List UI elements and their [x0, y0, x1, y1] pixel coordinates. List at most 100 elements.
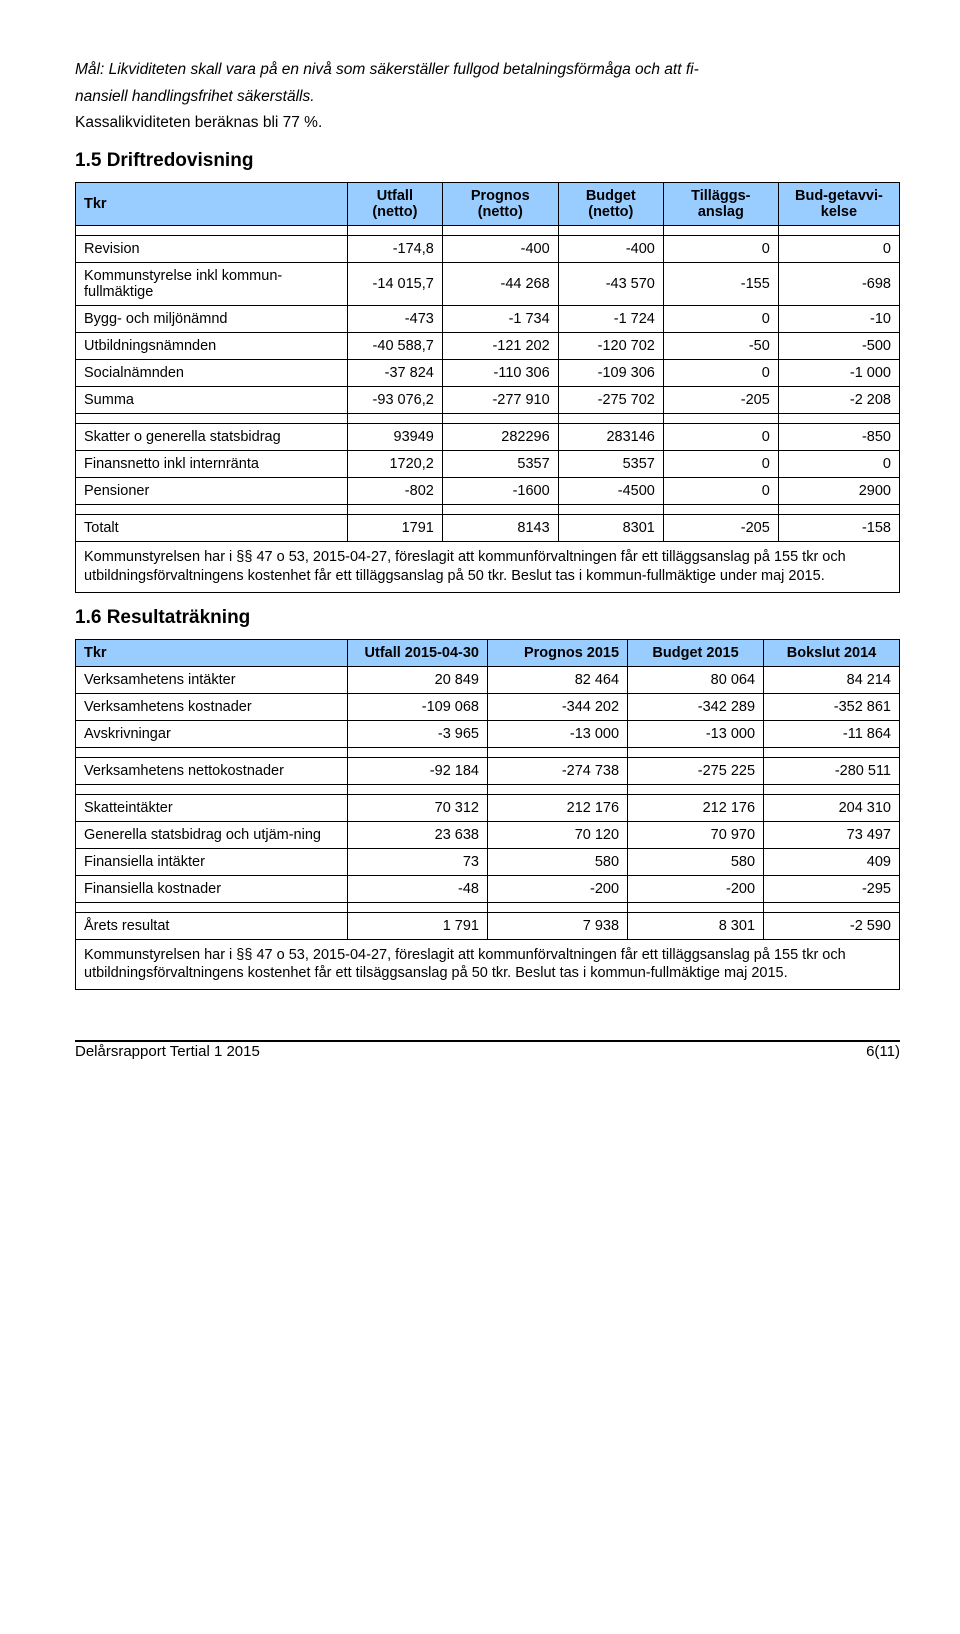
- row-value: -352 861: [764, 693, 900, 720]
- row-label: Generella statsbidrag och utjäm-ning: [76, 821, 348, 848]
- row-value: 212 176: [487, 794, 627, 821]
- row-value: -174,8: [347, 235, 442, 262]
- table-row: Skatteintäkter70 312212 176212 176204 31…: [76, 794, 900, 821]
- row-label: Verksamhetens kostnader: [76, 693, 348, 720]
- row-value: 2900: [778, 477, 899, 504]
- drift-th-tkr: Tkr: [76, 182, 348, 225]
- table-row: Finansiella intäkter73580580409: [76, 848, 900, 875]
- row-label: Verksamhetens intäkter: [76, 666, 348, 693]
- row-value: 0: [663, 359, 778, 386]
- row-value: -295: [764, 875, 900, 902]
- row-value: 0: [663, 423, 778, 450]
- row-label: Bygg- och miljönämnd: [76, 305, 348, 332]
- table-row: Socialnämnden-37 824-110 306-109 3060-1 …: [76, 359, 900, 386]
- res-resultat-label: Årets resultat: [76, 912, 348, 939]
- row-value: 80 064: [628, 666, 764, 693]
- res-th-budget: Budget 2015: [628, 639, 764, 666]
- row-value: 0: [663, 235, 778, 262]
- row-value: -1 734: [442, 305, 558, 332]
- table-row: Avskrivningar-3 965-13 000-13 000-11 864: [76, 720, 900, 747]
- row-value: -37 824: [347, 359, 442, 386]
- row-label: Revision: [76, 235, 348, 262]
- row-value: -200: [487, 875, 627, 902]
- row-value: 5357: [442, 450, 558, 477]
- row-value: -1 724: [558, 305, 663, 332]
- res-netto-label: Verksamhetens nettokostnader: [76, 757, 348, 784]
- row-value: 212 176: [628, 794, 764, 821]
- table-row: Verksamhetens intäkter20 84982 46480 064…: [76, 666, 900, 693]
- row-value: -121 202: [442, 332, 558, 359]
- row-value: -200: [628, 875, 764, 902]
- table-row: Pensioner-802-1600-450002900: [76, 477, 900, 504]
- row-value: -344 202: [487, 693, 627, 720]
- row-value: -120 702: [558, 332, 663, 359]
- row-value: -205: [663, 386, 778, 413]
- res-footnote: Kommunstyrelsen har i §§ 47 o 53, 2015-0…: [76, 939, 900, 990]
- row-value: -850: [778, 423, 899, 450]
- drift-footnote: Kommunstyrelsen har i §§ 47 o 53, 2015-0…: [76, 541, 900, 592]
- row-label: Avskrivningar: [76, 720, 348, 747]
- row-value: 84 214: [764, 666, 900, 693]
- table-row: Finansiella kostnader-48-200-200-295: [76, 875, 900, 902]
- row-value: -14 015,7: [347, 262, 442, 305]
- row-value: -11 864: [764, 720, 900, 747]
- row-label: Pensioner: [76, 477, 348, 504]
- row-label: Skatteintäkter: [76, 794, 348, 821]
- drift-footnote-row: Kommunstyrelsen har i §§ 47 o 53, 2015-0…: [76, 541, 900, 592]
- row-value: -40 588,7: [347, 332, 442, 359]
- row-value: -400: [442, 235, 558, 262]
- row-value: 20 849: [347, 666, 487, 693]
- row-value: -110 306: [442, 359, 558, 386]
- row-value: -50: [663, 332, 778, 359]
- table-row: Revision-174,8-400-40000: [76, 235, 900, 262]
- row-label: Socialnämnden: [76, 359, 348, 386]
- table-row: Generella statsbidrag och utjäm-ning23 6…: [76, 821, 900, 848]
- drift-th-budget: Budget (netto): [558, 182, 663, 225]
- goal-text-line1: Mål: Likviditeten skall vara på en nivå …: [75, 60, 900, 81]
- row-value: -155: [663, 262, 778, 305]
- row-value: 82 464: [487, 666, 627, 693]
- drift-total-label: Totalt: [76, 514, 348, 541]
- row-value: 93949: [347, 423, 442, 450]
- row-value: 23 638: [347, 821, 487, 848]
- row-value: 580: [628, 848, 764, 875]
- footer-right: 6(11): [866, 1043, 900, 1060]
- row-value: -473: [347, 305, 442, 332]
- row-value: -44 268: [442, 262, 558, 305]
- row-value: -400: [558, 235, 663, 262]
- row-value: -4500: [558, 477, 663, 504]
- row-value: 409: [764, 848, 900, 875]
- row-value: -13 000: [487, 720, 627, 747]
- table-row: Utbildningsnämnden-40 588,7-121 202-120 …: [76, 332, 900, 359]
- table-row: Kommunstyrelse inkl kommun-fullmäktige-1…: [76, 262, 900, 305]
- row-value: -109 306: [558, 359, 663, 386]
- row-value: 283146: [558, 423, 663, 450]
- resultat-table: Tkr Utfall 2015-04-30 Prognos 2015 Budge…: [75, 639, 900, 991]
- row-value: -2 208: [778, 386, 899, 413]
- footer-left: Delårsrapport Tertial 1 2015: [75, 1043, 260, 1060]
- drift-th-prognos: Prognos (netto): [442, 182, 558, 225]
- section-heading-drift: 1.5 Driftredovisning: [75, 150, 900, 172]
- row-label: Finansiella kostnader: [76, 875, 348, 902]
- row-value: 0: [778, 235, 899, 262]
- table-row: Verksamhetens kostnader-109 068-344 202 -…: [76, 693, 900, 720]
- row-value: -500: [778, 332, 899, 359]
- goal-text-line2: nansiell handlingsfrihet säkerställs.: [75, 87, 900, 108]
- row-value: 0: [663, 477, 778, 504]
- table-row: Skatter o generella statsbidrag939492822…: [76, 423, 900, 450]
- row-label: Kommunstyrelse inkl kommun-fullmäktige: [76, 262, 348, 305]
- res-th-bokslut: Bokslut 2014: [764, 639, 900, 666]
- row-value: -48: [347, 875, 487, 902]
- res-netto-row: Verksamhetens nettokostnader -92 184 -27…: [76, 757, 900, 784]
- row-value: -277 910: [442, 386, 558, 413]
- table-row: Summa-93 076,2-277 910-275 702-205-2 208: [76, 386, 900, 413]
- row-value: 70 970: [628, 821, 764, 848]
- row-value: 70 312: [347, 794, 487, 821]
- row-value: -275 702: [558, 386, 663, 413]
- row-value: -43 570: [558, 262, 663, 305]
- drift-th-tillagg: Tilläggs-anslag: [663, 182, 778, 225]
- row-value: 5357: [558, 450, 663, 477]
- row-value: -93 076,2: [347, 386, 442, 413]
- row-value: -1600: [442, 477, 558, 504]
- row-value: -109 068: [347, 693, 487, 720]
